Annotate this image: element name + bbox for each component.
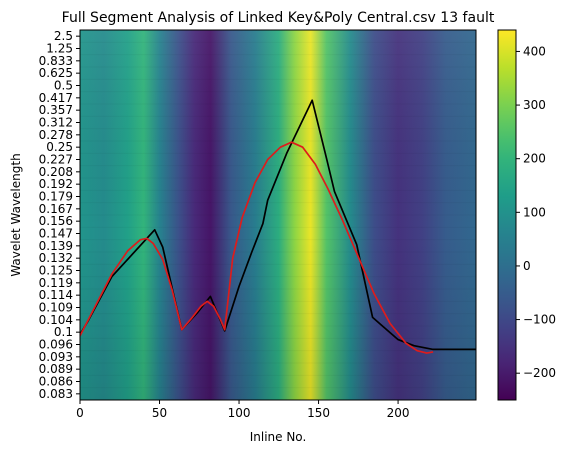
y-tick-label: 0.104 xyxy=(39,313,73,327)
colorbar-tick-label: 300 xyxy=(523,98,546,112)
chart-title: Full Segment Analysis of Linked Key&Poly… xyxy=(62,10,495,26)
series-layer xyxy=(80,99,476,354)
y-tick-label: 0.1 xyxy=(54,325,73,339)
colorbar-fill xyxy=(498,30,516,400)
x-tick-label: 0 xyxy=(76,406,84,420)
colorbar-frame xyxy=(497,29,517,401)
y-tick-label: 0.208 xyxy=(39,165,73,179)
x-tick-label: 200 xyxy=(387,406,410,420)
y-axis: 2.51.250.8330.6250.50.4170.3570.3120.278… xyxy=(39,29,80,401)
y-tick-label: 0.114 xyxy=(39,288,73,302)
y-tick-label: 0.312 xyxy=(39,116,73,130)
y-tick-label: 0.139 xyxy=(39,239,73,253)
y-tick-label: 0.083 xyxy=(39,387,73,401)
colorbar-tick-label: −100 xyxy=(523,313,556,327)
y-tick-label: 0.278 xyxy=(39,128,73,142)
colorbar-tick-label: 400 xyxy=(523,44,546,58)
y-tick-label: 0.089 xyxy=(39,362,73,376)
y-tick-label: 0.086 xyxy=(39,375,73,389)
y-tick-label: 0.227 xyxy=(39,153,73,167)
y-tick-label: 0.357 xyxy=(39,103,73,117)
y-tick-label: 0.417 xyxy=(39,91,73,105)
y-tick-label: 0.093 xyxy=(39,350,73,364)
y-tick-label: 0.5 xyxy=(54,79,73,93)
y-tick-label: 0.125 xyxy=(39,264,73,278)
colorbar-tick-label: −200 xyxy=(523,366,556,380)
y-tick-label: 0.833 xyxy=(39,54,73,68)
y-tick-label: 0.147 xyxy=(39,227,73,241)
series-red-fit xyxy=(80,141,434,354)
x-tick-label: 150 xyxy=(307,406,330,420)
y-tick-label: 1.25 xyxy=(46,42,73,56)
y-tick-label: 0.096 xyxy=(39,338,73,352)
colorbar-ticks: −200 −100 0 100 200 300 400 xyxy=(516,44,556,380)
y-tick-label: 0.119 xyxy=(39,276,73,290)
y-tick-label: 0.25 xyxy=(46,140,73,154)
x-tick-label: 50 xyxy=(152,406,167,420)
y-tick-label: 0.625 xyxy=(39,66,73,80)
colorbar-tick-label: 0 xyxy=(523,259,531,273)
colorbar-tick-label: 200 xyxy=(523,152,546,166)
colorbar-tick-label: 100 xyxy=(523,205,546,219)
y-tick-label: 0.192 xyxy=(39,177,73,191)
colorbar: −200 −100 0 100 200 300 400 xyxy=(497,29,556,401)
plot-area xyxy=(79,29,477,401)
x-axis: 0 50 100 150 200 xyxy=(76,400,410,420)
y-axis-label: Wavelet Wavelength xyxy=(9,153,23,276)
plot-frame xyxy=(79,29,477,401)
series-black-curve xyxy=(80,99,476,351)
y-tick-label: 0.156 xyxy=(39,214,73,228)
x-tick-label: 100 xyxy=(228,406,251,420)
y-tick-label: 2.5 xyxy=(54,29,73,43)
y-tick-label: 0.109 xyxy=(39,301,73,315)
x-axis-label: Inline No. xyxy=(250,430,307,444)
y-tick-label: 0.167 xyxy=(39,202,73,216)
heatmap-field-shading xyxy=(80,30,476,400)
y-tick-label: 0.179 xyxy=(39,190,73,204)
y-tick-label: 0.132 xyxy=(39,251,73,265)
